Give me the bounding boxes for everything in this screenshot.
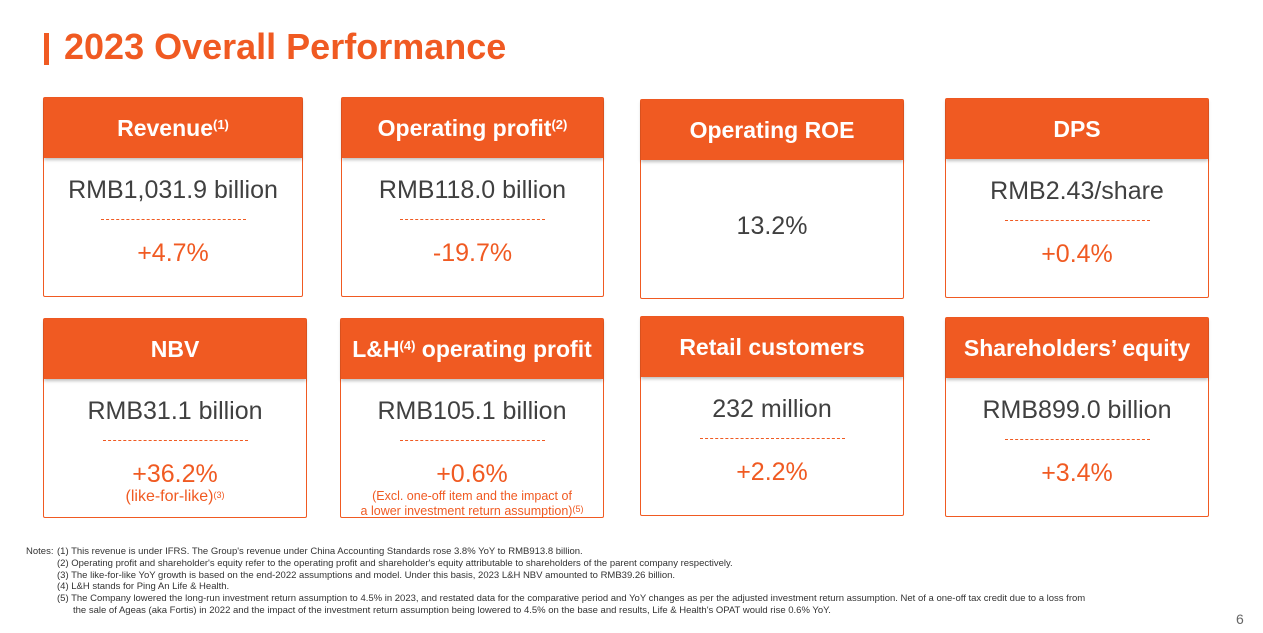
card-header: Retail customers: [641, 317, 903, 377]
footnote-row: Notes: (1) This revenue is under IFRS. T…: [26, 546, 1085, 558]
card-change: +2.2%: [736, 458, 808, 486]
card-revenue: Revenue (1) RMB1,031.9 billion +4.7%: [43, 97, 303, 297]
card-value: 232 million: [712, 395, 832, 423]
card-value: RMB2.43/share: [990, 177, 1164, 205]
divider: [1004, 439, 1150, 440]
footnote-row: (3) The like-for-like YoY growth is base…: [26, 570, 1085, 582]
card-change: +3.4%: [1041, 459, 1113, 487]
card-value: RMB105.1 billion: [377, 397, 567, 425]
card-change: +0.6%: [436, 460, 508, 488]
card-operating-profit: Operating profit (2) RMB118.0 billion -19…: [341, 97, 604, 297]
card-change-note-line2: a lower investment return assumption)(5): [341, 504, 603, 519]
card-value: RMB31.1 billion: [87, 397, 263, 425]
divider: [1004, 220, 1150, 221]
card-title: Retail customers: [679, 333, 865, 360]
footnote-4: (4) L&H stands for Ping An Life & Health…: [57, 581, 230, 593]
card-value: 13.2%: [736, 212, 808, 240]
card-dps: DPS RMB2.43/share +0.4%: [945, 98, 1209, 298]
footnote-row: (2) Operating profit and shareholder's e…: [26, 558, 1085, 570]
card-change: -19.7%: [432, 239, 513, 267]
card-change: +36.2%: [132, 460, 218, 488]
card-header: Shareholders’ equity: [946, 318, 1208, 378]
card-title: Operating ROE: [689, 116, 855, 143]
footnote-3: (3) The like-for-like YoY growth is base…: [57, 569, 676, 581]
card-shareholders-equity: Shareholders’ equity RMB899.0 billion +3…: [945, 317, 1209, 517]
card-value: RMB899.0 billion: [982, 396, 1172, 424]
divider: [400, 219, 545, 220]
card-change: +4.7%: [137, 239, 209, 267]
footnote-row: (5) The Company lowered the long-run inv…: [26, 593, 1085, 605]
footnote-ref: (2): [551, 116, 568, 132]
footnote-row: (4) L&H stands for Ping An Life & Health…: [26, 581, 1085, 593]
footnote-ref: (1): [212, 116, 229, 132]
card-change-note: (like-for-like)(3): [44, 489, 306, 505]
card-lh-operating-profit: L&H (4) operating profit RMB105.1 billion…: [340, 318, 604, 518]
footnote-ref: (5): [572, 504, 584, 514]
card-operating-roe: Operating ROE 13.2%: [640, 99, 904, 299]
footnote-2: (2) Operating profit and shareholder's e…: [57, 557, 733, 569]
divider: [100, 219, 246, 220]
card-title: NBV: [150, 335, 200, 362]
notes-label: Notes:: [26, 546, 54, 557]
card-title: DPS: [1053, 115, 1101, 142]
page-number: 6: [1236, 611, 1244, 627]
card-retail-customers: Retail customers 232 million +2.2%: [640, 316, 904, 516]
footnote-5: (5) The Company lowered the long-run inv…: [57, 593, 1086, 605]
footnote-1: (1) This revenue is under IFRS. The Grou…: [57, 546, 583, 557]
footnotes: Notes: (1) This revenue is under IFRS. T…: [26, 546, 1085, 617]
divider: [102, 440, 248, 441]
card-header: DPS: [946, 99, 1208, 159]
card-nbv: NBV RMB31.1 billion +36.2% (like-for-lik…: [43, 318, 307, 518]
note-text: (like-for-like): [125, 488, 214, 505]
card-header: Revenue (1): [44, 98, 302, 158]
card-title: Revenue: [117, 114, 213, 141]
footnote-ref: (3): [213, 490, 225, 500]
footnote-row: the sale of Ageas (aka Fortis) in 2022 a…: [26, 605, 1085, 617]
card-change: +0.4%: [1041, 240, 1113, 268]
card-value: RMB118.0 billion: [378, 176, 567, 204]
card-value: RMB1,031.9 billion: [68, 176, 278, 204]
card-header: NBV: [44, 319, 306, 379]
divider: [699, 438, 845, 439]
divider: [399, 440, 545, 441]
card-title: Shareholders’ equity: [963, 334, 1191, 361]
note-text: a lower investment return assumption): [360, 504, 573, 518]
card-change-note-line1: (Excl. one-off item and the impact of: [372, 489, 572, 503]
card-title: Operating profit: [377, 114, 552, 141]
card-header: Operating ROE: [641, 100, 903, 160]
footnote-ref: (4): [399, 337, 416, 353]
card-title-suffix: operating profit: [415, 335, 592, 362]
title-accent-bar: [44, 33, 49, 65]
footnote-5-continued: the sale of Ageas (aka Fortis) in 2022 a…: [73, 604, 831, 616]
card-header: L&H (4) operating profit: [341, 319, 603, 379]
card-title-prefix: L&H: [352, 335, 400, 362]
page-title: 2023 Overall Performance: [64, 26, 507, 67]
card-header: Operating profit (2): [342, 98, 603, 158]
